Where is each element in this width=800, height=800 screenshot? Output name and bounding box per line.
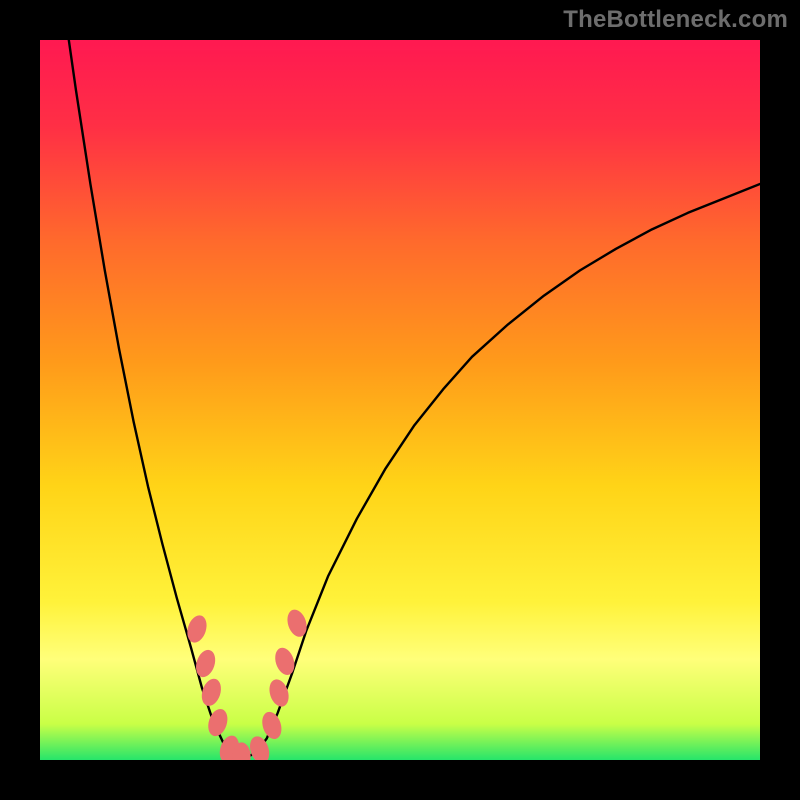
chart-canvas: TheBottleneck.com xyxy=(0,0,800,800)
plot-gradient-rect xyxy=(40,40,760,760)
watermark-text: TheBottleneck.com xyxy=(563,6,788,34)
chart-svg xyxy=(0,0,800,800)
